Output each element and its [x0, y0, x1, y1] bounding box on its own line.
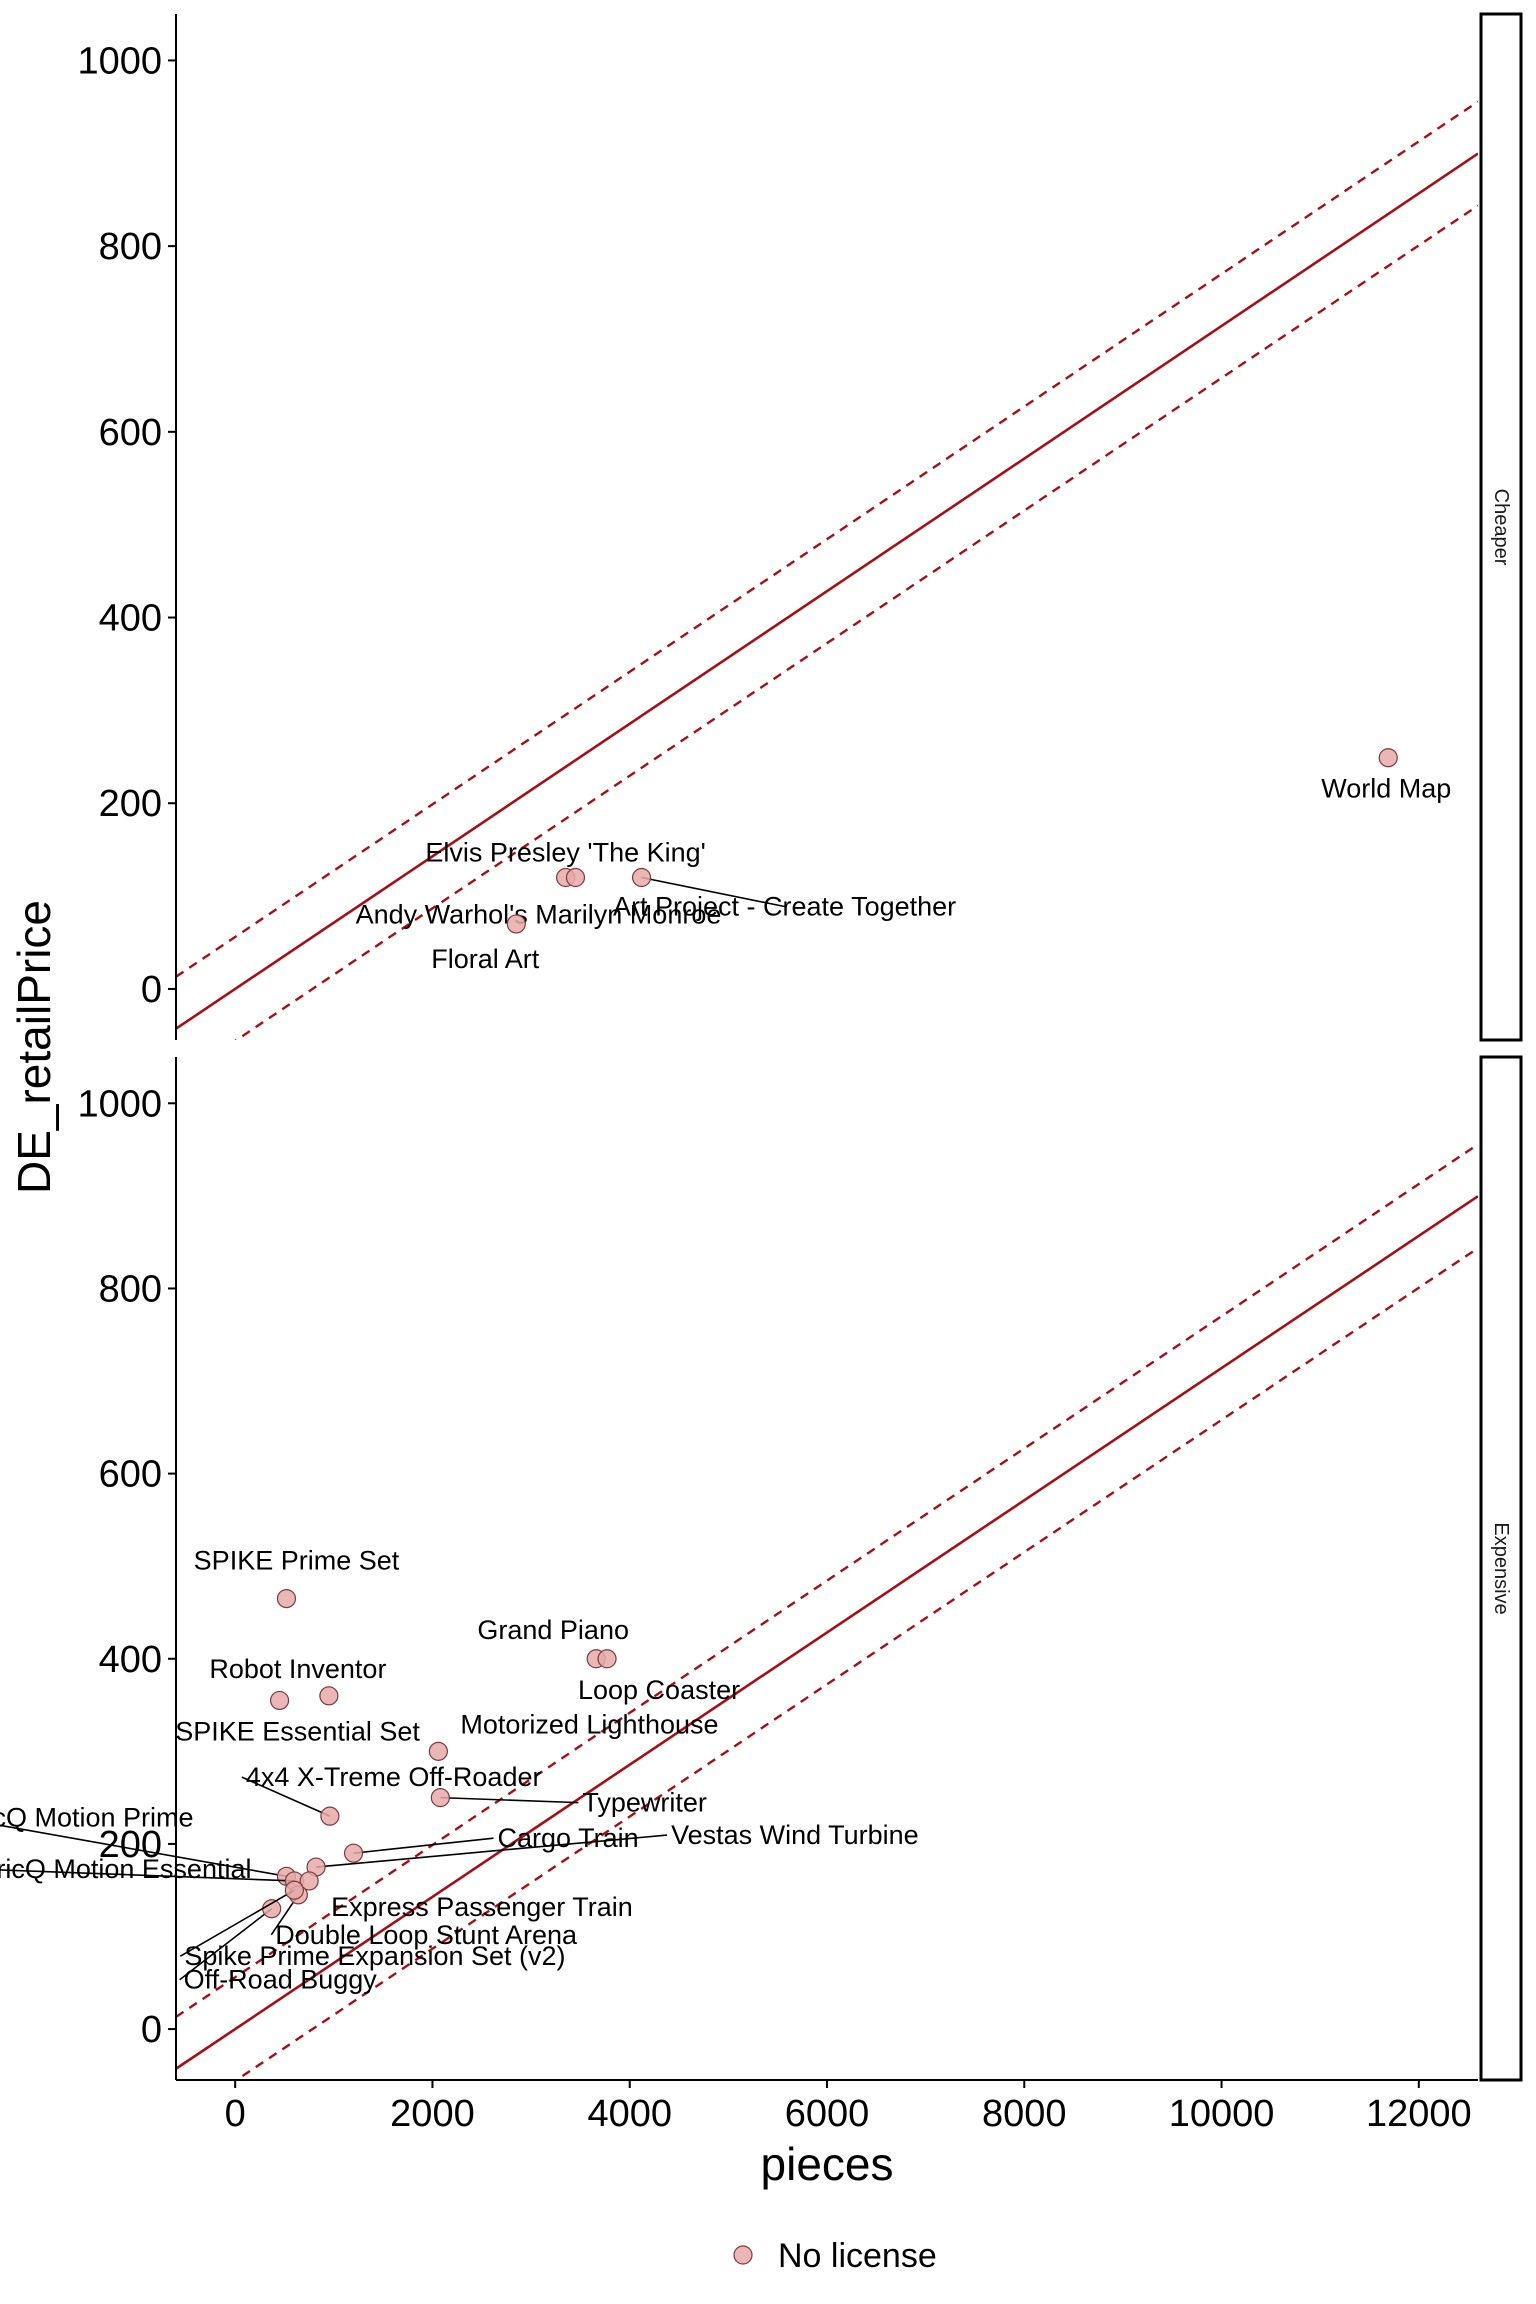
- facet-strip-label: Expensive: [1490, 1522, 1512, 1614]
- data-point: [597, 1649, 617, 1669]
- data-point: [1378, 748, 1398, 768]
- data-point: [428, 1741, 448, 1761]
- y-tick-label: 1000: [77, 40, 162, 82]
- data-point: [320, 1806, 340, 1826]
- point-label: Vestas Wind Turbine: [671, 1820, 919, 1850]
- label-leader-line: [0, 1869, 295, 1882]
- reference-line-dashed: [234, 1247, 1478, 2080]
- label-leader-line: [440, 1796, 579, 1804]
- point-label: Art Project - Create Together: [613, 892, 956, 922]
- y-tick-label: 0: [141, 969, 162, 1011]
- reference-line-dashed: [234, 204, 1478, 1040]
- data-point: [343, 1843, 364, 1863]
- label-leader-line: [353, 1837, 494, 1854]
- point-label: Double Loop Stunt Arena: [275, 1920, 578, 1950]
- x-tick-label: 12000: [1366, 2093, 1472, 2135]
- y-tick-label: 400: [99, 598, 162, 640]
- point-label: Floral Art: [431, 944, 540, 974]
- point-label: Express Passenger Train: [331, 1892, 633, 1922]
- data-point: [284, 1880, 304, 1900]
- x-tick-label: 4000: [587, 2093, 672, 2135]
- x-tick-label: 8000: [982, 2093, 1067, 2135]
- label-leader-line: [179, 1908, 273, 1981]
- point-label: BricQ Motion Essential: [0, 1854, 251, 1884]
- point-label: Grand Piano: [477, 1615, 629, 1645]
- data-point: [430, 1788, 450, 1808]
- data-point: [299, 1871, 319, 1891]
- x-tick-label: 2000: [390, 2093, 475, 2135]
- point-label: Elvis Presley 'The King': [425, 838, 705, 868]
- x-tick-label: 10000: [1169, 2093, 1275, 2135]
- label-leader-line: [641, 876, 785, 908]
- point-label: 4x4 X-Treme Off-Roader: [246, 1762, 542, 1792]
- x-tick-label: 6000: [785, 2093, 870, 2135]
- y-tick-label: 0: [141, 2009, 162, 2051]
- point-label: SPIKE Essential Set: [175, 1716, 420, 1746]
- point-label: Off-Road Buggy: [184, 1965, 378, 1995]
- y-tick-label: 800: [99, 226, 162, 268]
- reference-line-dashed: [176, 1143, 1478, 2018]
- point-label: Spike Prime Expansion Set (v2): [184, 1941, 565, 1971]
- x-tick-label: 0: [225, 2093, 246, 2135]
- facet-strip: [1479, 12, 1523, 1042]
- y-tick-label: 1000: [77, 1083, 162, 1125]
- y-tick-label: 400: [99, 1639, 162, 1681]
- facet-strip-label: Cheaper: [1490, 489, 1512, 566]
- reference-line-dashed: [176, 100, 1478, 978]
- legend-swatch: [733, 2245, 753, 2265]
- y-tick-label: 600: [99, 1454, 162, 1496]
- y-tick-label: 600: [99, 412, 162, 454]
- point-label: Motorized Lighthouse: [460, 1709, 718, 1739]
- point-label: Robot Inventor: [209, 1654, 386, 1684]
- y-tick-label: 200: [99, 783, 162, 825]
- data-point: [319, 1686, 339, 1706]
- label-leader-line: [179, 1889, 295, 1957]
- point-label: Typewriter: [582, 1788, 707, 1818]
- data-point: [565, 867, 586, 888]
- point-label: SPIKE Prime Set: [194, 1546, 400, 1576]
- y-tick-label: 800: [99, 1268, 162, 1310]
- point-label: Andy Warhol's Marilyn Monroe: [356, 900, 722, 930]
- label-leader-line: [315, 1834, 668, 1868]
- reference-line: [176, 1195, 1478, 2070]
- point-label: World Map: [1321, 774, 1451, 804]
- x-axis-title: pieces: [761, 2138, 894, 2190]
- reference-line: [176, 152, 1478, 1030]
- point-label: Loop Coaster: [578, 1675, 740, 1705]
- y-axis-title: DE_retailPrice: [8, 900, 60, 1194]
- label-leader-line: [241, 1776, 331, 1817]
- data-point: [276, 1588, 297, 1609]
- facet-strip: [1479, 1055, 1523, 2082]
- data-point: [269, 1690, 290, 1711]
- legend-label: No license: [778, 2237, 937, 2275]
- data-point: [631, 867, 652, 888]
- label-leader-line: [0, 1824, 287, 1878]
- data-point: [506, 914, 526, 934]
- point-label: BricQ Motion Prime: [0, 1802, 194, 1832]
